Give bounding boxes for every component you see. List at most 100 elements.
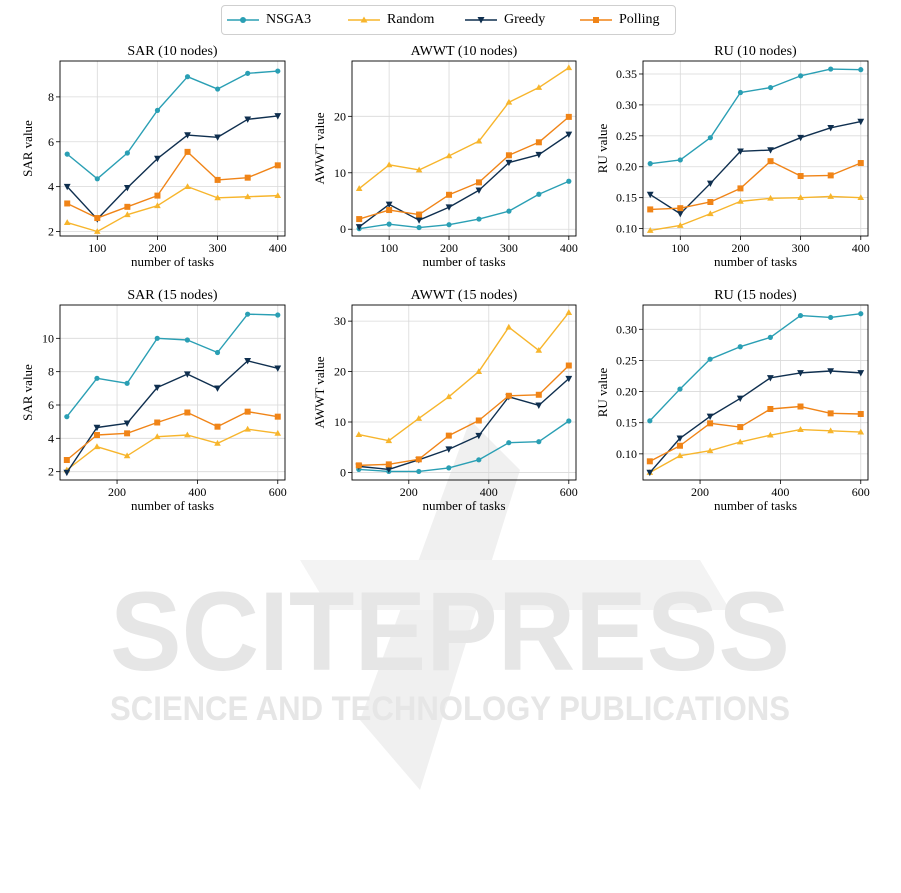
plot-frame [351, 60, 577, 237]
series-line-greedy [649, 120, 861, 215]
y-tick-label: 0 [340, 465, 346, 479]
data-point-greedy [565, 131, 573, 138]
plot-frame [642, 60, 869, 237]
data-point-greedy [706, 180, 714, 188]
series-line-nsga3 [649, 313, 861, 422]
data-point-polling [94, 215, 101, 222]
data-point-greedy [385, 466, 393, 474]
data-point-nsga3 [858, 67, 864, 73]
x-axis-label: number of tasks [714, 498, 797, 513]
data-point-random [857, 194, 865, 201]
x-tick-label: 100 [88, 241, 106, 255]
x-tick-label: 600 [560, 485, 578, 499]
data-point-polling [505, 152, 512, 159]
series-greedy [646, 368, 865, 477]
data-point-random [565, 309, 573, 315]
data-point-random [415, 166, 423, 173]
series-line-polling [649, 405, 861, 462]
data-point-polling [416, 211, 423, 218]
data-point-greedy [274, 113, 282, 120]
series-line-polling [650, 160, 862, 211]
chart-3: 100 200 300 400 0.10 0.15 0.20 0.25 0.30 0.35 RU (… [595, 44, 870, 269]
y-tick-label: 4 [48, 431, 54, 445]
data-point-random [63, 219, 71, 225]
data-point-polling [154, 419, 161, 426]
data-point-nsga3 [647, 418, 653, 424]
series-greedy [355, 131, 573, 231]
data-point-nsga3 [677, 386, 683, 392]
data-point-nsga3 [184, 74, 191, 80]
y-tick-label: 2 [48, 465, 54, 479]
data-point-nsga3 [94, 176, 100, 182]
x-tick-label: 200 [148, 241, 166, 255]
y-tick-label: 0.20 [616, 160, 637, 174]
data-point-nsga3 [476, 216, 482, 222]
data-point-polling [274, 413, 281, 420]
data-point-greedy [706, 413, 714, 421]
y-axis-label: RU value [595, 368, 610, 418]
data-point-random [244, 425, 251, 432]
x-tick-label: 300 [792, 241, 810, 255]
data-point-greedy [445, 446, 453, 453]
data-point-nsga3 [798, 73, 804, 79]
legend-marker-greedy [465, 17, 497, 24]
data-point-random [445, 152, 453, 159]
data-point-nsga3 [416, 224, 422, 231]
data-point-greedy [827, 368, 835, 375]
data-point-random [767, 431, 774, 438]
series-line-polling [66, 151, 279, 219]
data-point-polling [737, 424, 744, 431]
series-random [355, 309, 573, 444]
series-nsga3 [64, 68, 281, 182]
y-tick-label: 10 [334, 415, 346, 429]
data-point-random [214, 194, 221, 201]
data-point-polling [535, 391, 542, 398]
y-tick-label: 10 [42, 331, 54, 345]
data-point-nsga3 [828, 66, 834, 72]
data-point-polling [244, 174, 251, 181]
data-point-polling [356, 216, 363, 223]
data-point-random [93, 443, 101, 450]
data-point-random [415, 415, 423, 421]
data-point-polling [827, 410, 834, 417]
legend-label-greedy: Greedy [504, 12, 546, 27]
data-point-nsga3 [767, 84, 774, 91]
y-axis-label: AWWT value [312, 112, 327, 184]
series-nsga3 [647, 311, 864, 424]
chart-6: 200 400 600 0.10 0.15 0.20 0.25 0.30 RU (15 node… [595, 288, 870, 513]
series-line-greedy [66, 360, 278, 473]
y-tick-label: 20 [334, 365, 346, 379]
series-polling [63, 408, 281, 463]
data-point-polling [647, 206, 654, 213]
data-point-polling [565, 113, 572, 120]
y-tick-label: 0.25 [616, 129, 637, 143]
chart-title: RU (15 nodes) [714, 288, 797, 303]
data-point-random [124, 211, 131, 218]
data-point-greedy [63, 469, 71, 477]
y-tick-label: 0.35 [616, 67, 637, 81]
data-point-greedy [475, 187, 483, 194]
data-point-nsga3 [797, 312, 804, 319]
y-axis-label: SAR value [20, 364, 35, 421]
x-axis-label: number of tasks [422, 254, 505, 269]
series-line-nsga3 [358, 420, 570, 473]
data-point-greedy [767, 147, 774, 154]
series-random [646, 426, 865, 475]
data-point-random [827, 427, 834, 434]
series-greedy [63, 358, 282, 477]
data-point-polling [767, 158, 774, 165]
data-point-polling [505, 392, 512, 399]
data-point-greedy [646, 191, 654, 199]
data-point-random [184, 183, 191, 190]
data-point-nsga3 [386, 221, 392, 227]
data-point-nsga3 [215, 86, 221, 92]
data-point-greedy [214, 385, 221, 392]
data-point-polling [797, 173, 804, 180]
data-point-greedy [676, 435, 684, 442]
plot-frame [59, 304, 286, 481]
data-point-nsga3 [536, 191, 542, 197]
data-point-nsga3 [707, 356, 713, 362]
data-point-random [274, 429, 282, 436]
series-random [355, 64, 573, 191]
data-point-polling [63, 457, 70, 463]
